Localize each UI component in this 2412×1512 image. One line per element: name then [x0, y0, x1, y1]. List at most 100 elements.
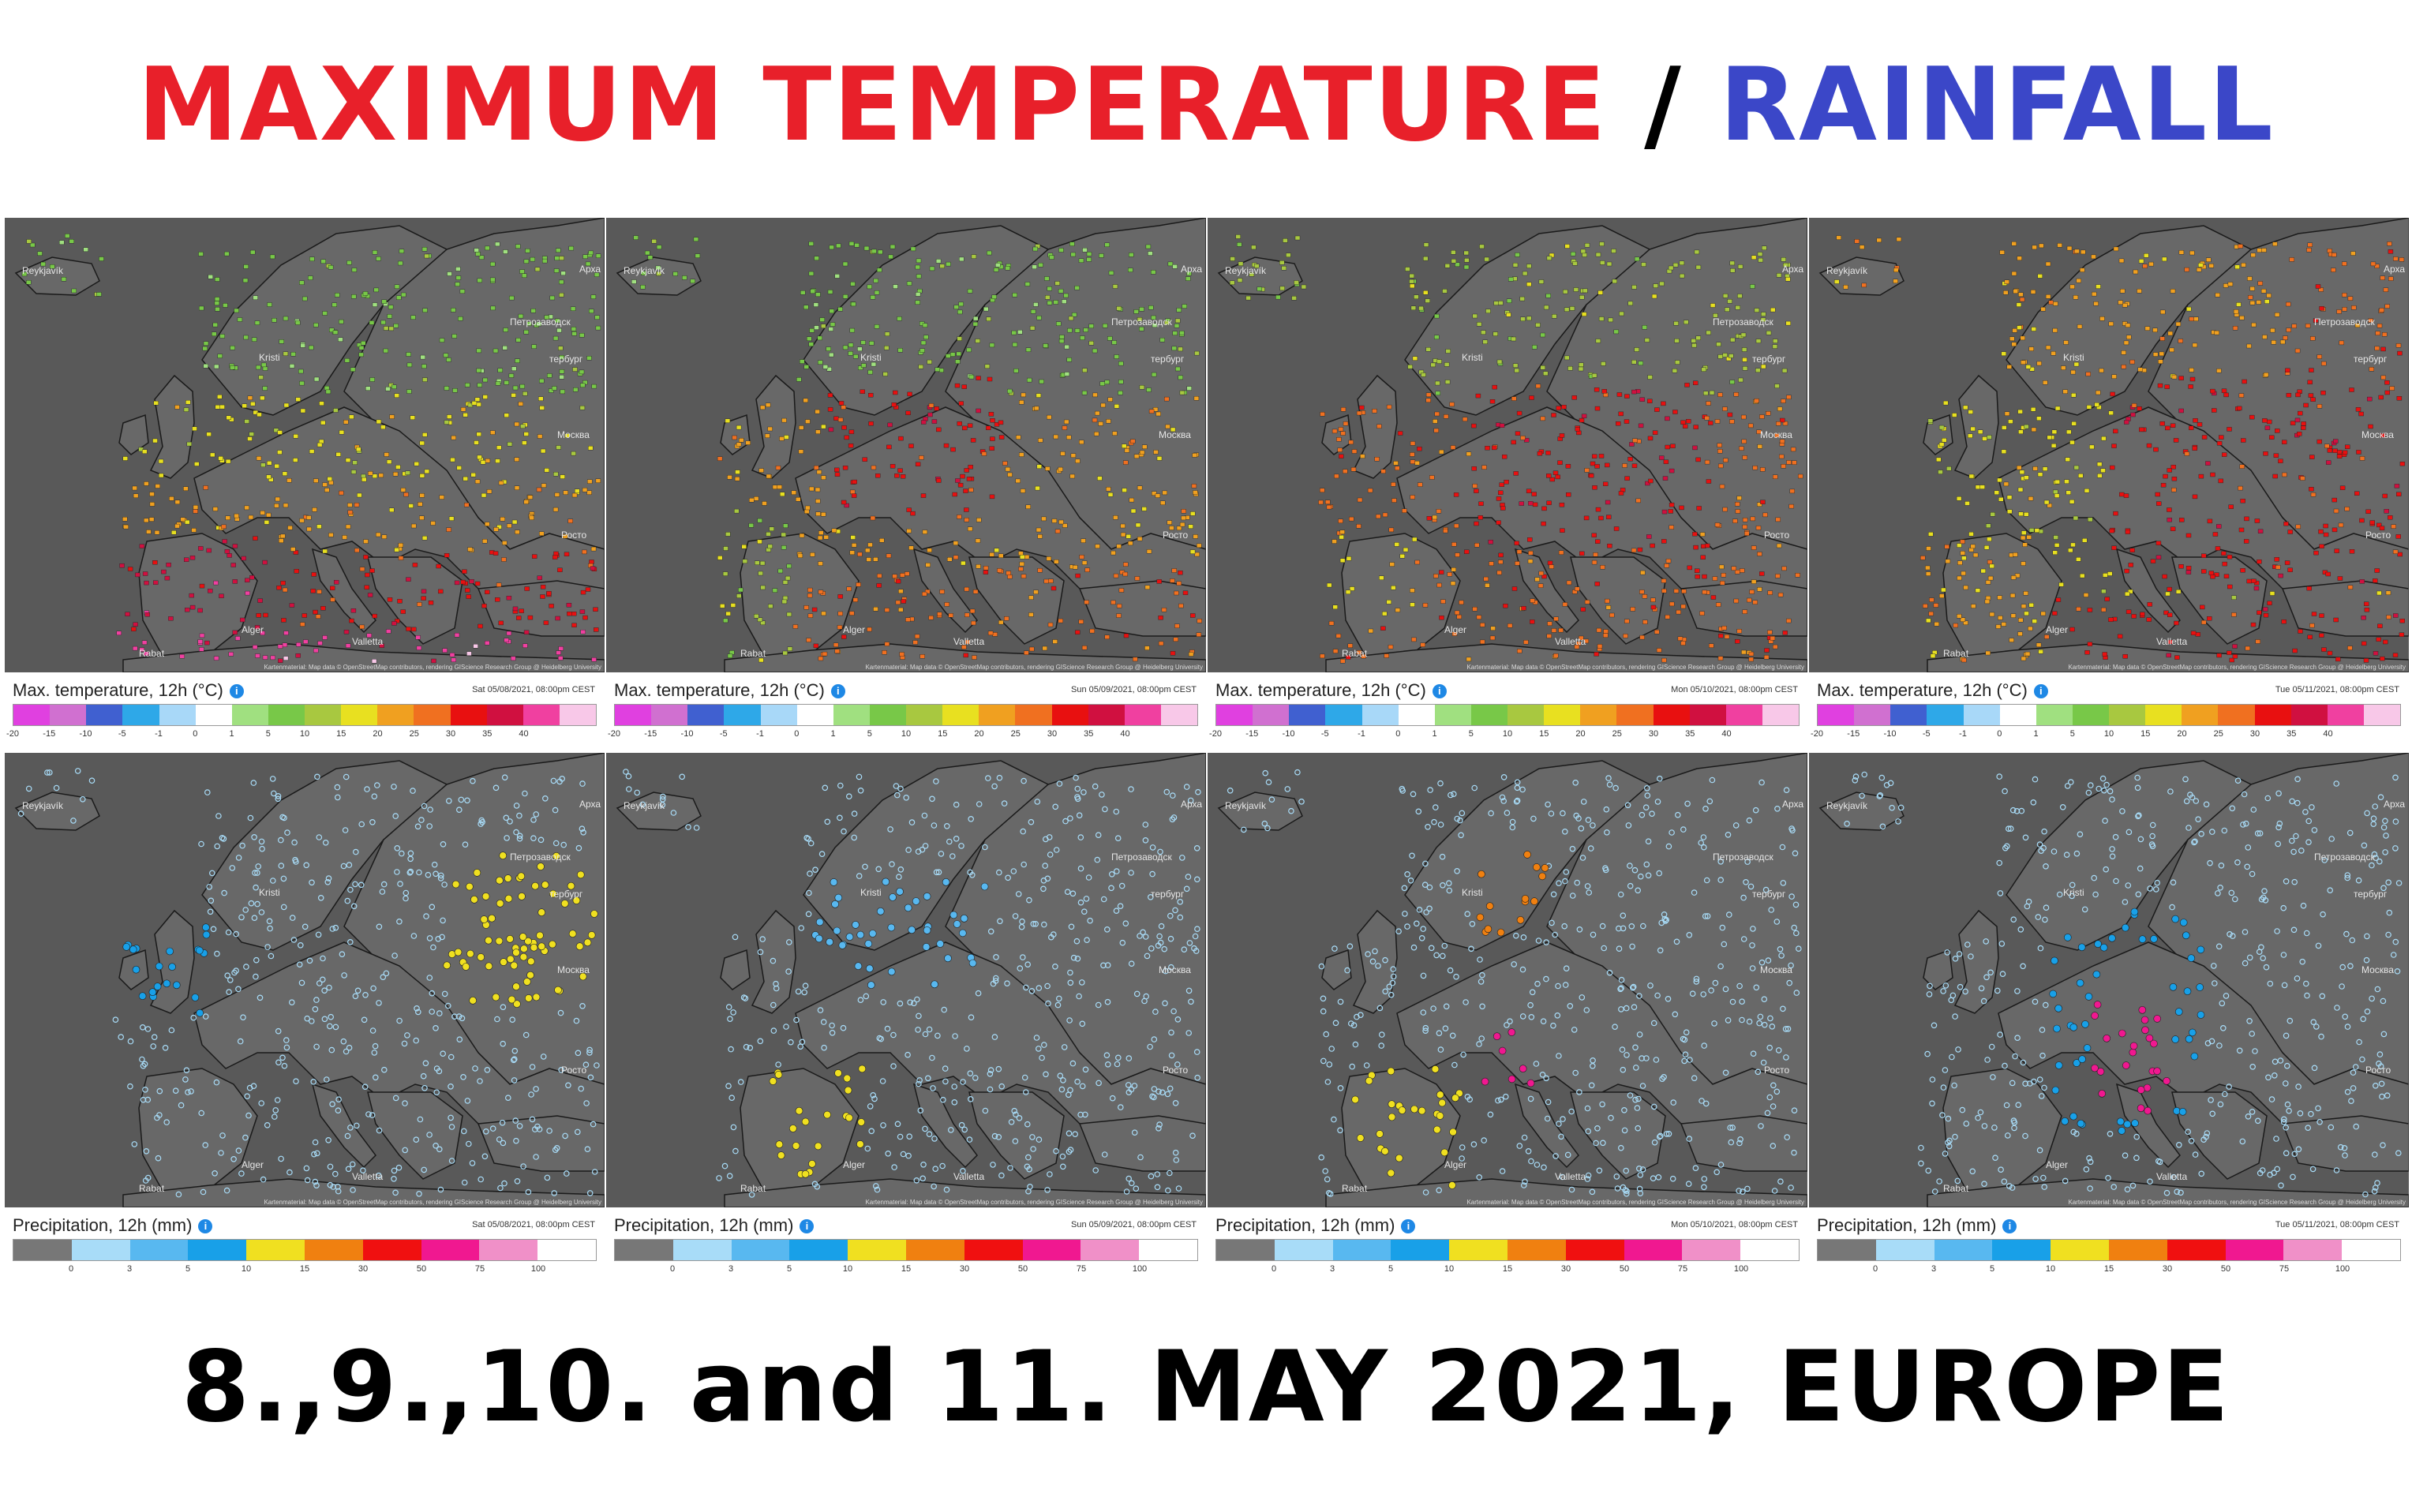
precip-station-marker: [2207, 859, 2213, 866]
temp-station-marker: [518, 313, 524, 319]
precip-station-marker: [1643, 861, 1650, 868]
precip-station-marker: [2339, 983, 2345, 990]
precip-station-marker: [1621, 1127, 1628, 1134]
label-valletta: Valletta: [953, 636, 985, 647]
precip-station-marker: [1001, 800, 1008, 807]
precip-station-marker: [844, 1086, 852, 1095]
info-icon[interactable]: i: [2033, 684, 2048, 699]
temp-station-marker: [1668, 265, 1674, 271]
precip-station-marker: [919, 846, 926, 853]
temp-station-marker: [1637, 547, 1643, 552]
temp-station-marker: [2032, 619, 2037, 623]
precip-station-marker: [976, 801, 983, 807]
precip-station-marker: [936, 940, 945, 948]
temp-station-marker: [919, 654, 925, 659]
temp-station-marker: [1084, 600, 1089, 604]
precip-station-marker: [278, 1155, 284, 1162]
precip-station-marker: [2311, 1065, 2318, 1072]
precip-station-marker: [1052, 803, 1059, 810]
temp-station-marker: [1071, 312, 1077, 317]
temp-station-marker: [918, 364, 923, 369]
precip-station-marker: [350, 1187, 356, 1193]
precip-station-marker: [530, 943, 538, 952]
precip-station-marker: [1457, 817, 1463, 824]
info-icon[interactable]: i: [800, 1219, 815, 1234]
precip-station-marker: [831, 900, 839, 908]
precip-station-marker: [2076, 979, 2084, 987]
precip-station-marker: [144, 1174, 152, 1181]
precip-station-marker: [1767, 1015, 1773, 1022]
precip-station-marker: [915, 1027, 921, 1033]
temp-station-marker: [1998, 616, 2003, 620]
temp-station-marker: [1058, 248, 1064, 253]
precip-station-marker: [1526, 1079, 1535, 1087]
temp-station-marker: [1613, 526, 1620, 531]
precip-station-marker: [272, 1107, 279, 1113]
info-icon[interactable]: i: [1432, 684, 1447, 699]
info-icon[interactable]: i: [229, 684, 244, 699]
temp-station-marker: [424, 469, 430, 474]
info-icon[interactable]: i: [830, 684, 845, 699]
precip-station-marker: [511, 1056, 518, 1063]
temp-station-marker: [882, 372, 888, 376]
temp-station-marker: [554, 318, 560, 324]
info-icon[interactable]: i: [1401, 1219, 1416, 1234]
precip-station-marker: [759, 936, 766, 942]
precip-station-marker: [1402, 911, 1408, 917]
temp-station-marker: [358, 345, 365, 350]
temp-station-marker: [287, 478, 292, 483]
iceland-landmass: [616, 792, 702, 831]
label-arkhangelsk: Арха: [1181, 799, 1203, 810]
temp-station-marker: [2298, 410, 2303, 416]
precip-station-marker: [516, 1123, 523, 1129]
precip-station-marker: [383, 970, 390, 977]
temp-station-marker: [218, 456, 223, 461]
temp-station-marker: [1167, 261, 1174, 267]
legend-tick-label: 3: [728, 1264, 734, 1274]
temp-station-marker: [2073, 515, 2079, 521]
precip-station-marker: [837, 814, 843, 821]
temp-station-marker: [2244, 539, 2249, 544]
temp-station-marker: [1422, 603, 1429, 608]
temp-station-marker: [987, 376, 993, 382]
precip-station-marker: [178, 1102, 185, 1109]
temp-station-marker: [1095, 410, 1100, 416]
info-icon[interactable]: i: [198, 1219, 213, 1234]
precip-station-marker: [456, 1036, 463, 1043]
temp-station-marker: [1356, 650, 1362, 655]
precip-station-marker: [17, 810, 24, 817]
precip-station-marker: [1074, 785, 1081, 792]
temp-station-marker: [2018, 511, 2024, 516]
precip-station-marker: [200, 1188, 207, 1196]
precip-station-marker: [868, 1128, 875, 1135]
precip-station-marker: [1600, 1140, 1606, 1147]
temp-station-marker: [1718, 634, 1724, 638]
temp-station-marker: [1110, 600, 1116, 605]
temp-station-marker: [295, 397, 301, 402]
temp-station-marker: [1748, 657, 1754, 662]
temp-station-marker: [1970, 426, 1976, 432]
legend-color-segment: [414, 705, 451, 725]
precip-station-marker: [1998, 1166, 2004, 1173]
temp-station-marker: [786, 612, 792, 617]
temp-station-marker: [539, 406, 545, 410]
precip-station-marker: [1170, 814, 1178, 821]
legend-color-segment: [377, 705, 414, 725]
precip-station-marker: [916, 1012, 922, 1020]
temp-station-marker: [1169, 526, 1174, 530]
temp-station-marker: [757, 518, 762, 523]
temp-station-marker: [2184, 451, 2190, 456]
temp-station-marker: [2309, 487, 2314, 492]
temp-station-marker: [1514, 368, 1519, 373]
precip-station-marker: [2229, 805, 2236, 812]
precip-station-marker: [1128, 960, 1135, 967]
legend-color-segment: [559, 705, 596, 725]
temp-station-marker: [350, 470, 357, 474]
temp-station-marker: [798, 449, 804, 454]
temp-station-marker: [821, 512, 826, 517]
precip-station-marker: [1415, 808, 1422, 815]
temp-station-marker: [953, 305, 959, 309]
temp-station-marker: [1606, 261, 1612, 267]
temp-station-marker: [378, 473, 384, 478]
precip-station-marker: [783, 1024, 789, 1030]
